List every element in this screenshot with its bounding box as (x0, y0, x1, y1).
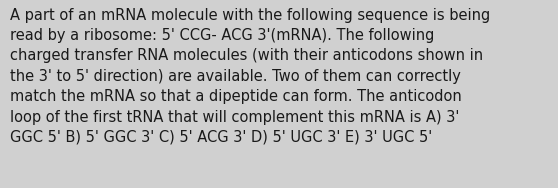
Text: A part of an mRNA molecule with the following sequence is being
read by a riboso: A part of an mRNA molecule with the foll… (10, 8, 490, 145)
